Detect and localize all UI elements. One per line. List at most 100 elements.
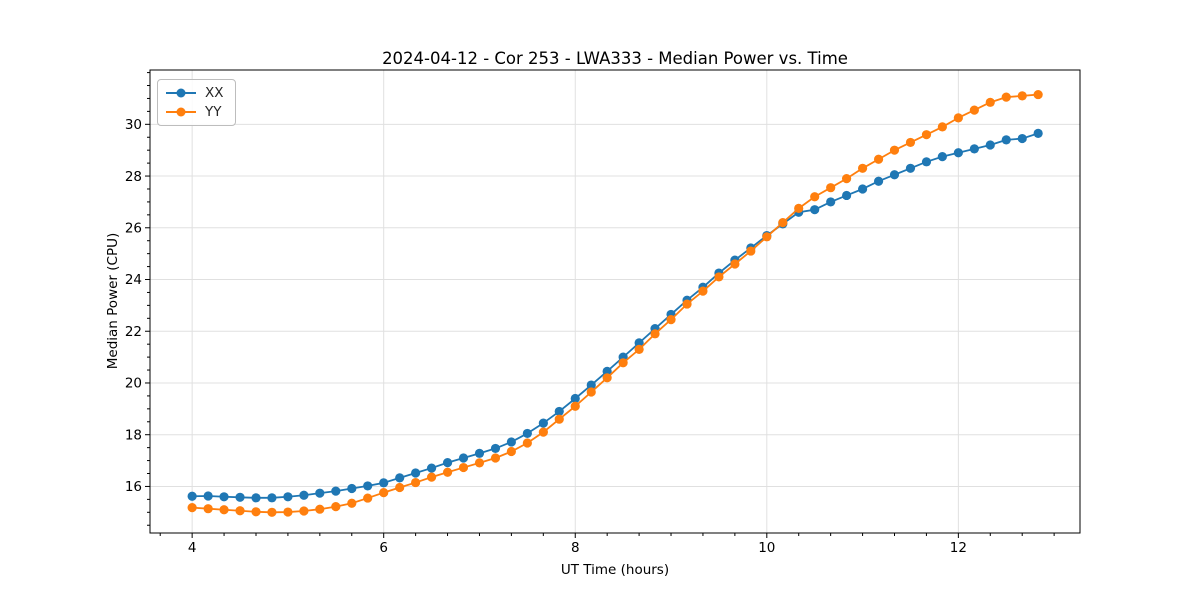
- series-YY-marker: [826, 183, 836, 193]
- series-YY-marker: [426, 472, 437, 482]
- series-YY-marker: [283, 507, 293, 517]
- y-tick-label: 18: [125, 427, 142, 443]
- series-YY-marker: [937, 122, 947, 132]
- series-YY-marker: [570, 401, 580, 411]
- series-YY-marker: [602, 373, 612, 383]
- series-YY-marker: [506, 446, 516, 457]
- series-YY-marker: [490, 453, 501, 463]
- series-YY-marker: [586, 387, 596, 397]
- series-YY-marker: [187, 503, 197, 513]
- series-XX-marker: [490, 443, 501, 454]
- series-YY-marker: [299, 506, 309, 516]
- series-YY-marker: [762, 232, 772, 242]
- series-XX-marker: [554, 406, 564, 417]
- series-XX-marker: [522, 428, 532, 439]
- series-YY-marker: [650, 329, 660, 339]
- series-YY-marker: [682, 299, 692, 309]
- series-XX-marker: [905, 163, 916, 173]
- series-YY-marker: [873, 154, 884, 164]
- series-YY-marker: [746, 246, 756, 256]
- series-XX-marker: [921, 157, 932, 167]
- legend-swatch-icon: [166, 88, 196, 98]
- series-YY-marker: [331, 502, 341, 512]
- series-YY-marker: [458, 462, 469, 473]
- series-XX-marker: [985, 140, 995, 150]
- x-tick-label: 12: [950, 540, 967, 556]
- series-XX-marker: [1033, 128, 1043, 138]
- legend-entry-YY: YY: [166, 104, 224, 120]
- series-XX-marker: [810, 205, 820, 215]
- series-YY-marker: [634, 344, 644, 354]
- legend-entry-XX: XX: [166, 85, 224, 101]
- series-YY-marker: [714, 272, 724, 282]
- x-tick-label: 4: [188, 540, 197, 556]
- y-tick-label: 24: [125, 272, 142, 288]
- series-XX-marker: [937, 152, 947, 162]
- series-YY-marker: [794, 203, 804, 213]
- series-YY-marker: [778, 218, 788, 228]
- series-XX-marker: [634, 338, 644, 348]
- series-YY-marker: [698, 286, 708, 296]
- series-XX-marker: [570, 393, 580, 404]
- series-YY-marker: [538, 427, 548, 437]
- series-YY-marker: [522, 438, 532, 448]
- series-XX-marker: [873, 176, 884, 186]
- series-XX-marker: [969, 144, 979, 154]
- series-YY-marker: [315, 504, 325, 514]
- series-XX-marker: [458, 453, 469, 463]
- series-YY-marker: [554, 414, 564, 424]
- series-YY-marker: [410, 477, 421, 488]
- series-YY-marker: [251, 507, 261, 517]
- series-XX-line: [192, 132, 1039, 499]
- series-YY-marker: [474, 458, 485, 468]
- series-XX-marker: [219, 492, 229, 502]
- series-XX-marker: [331, 486, 341, 496]
- series-XX-marker: [410, 468, 421, 478]
- series-YY-marker: [442, 467, 453, 477]
- series-YY-line: [192, 93, 1039, 514]
- series-YY-marker: [810, 192, 820, 202]
- series-XX-marker: [841, 190, 852, 201]
- series-YY-marker: [857, 163, 868, 173]
- series-YY-marker: [1017, 91, 1027, 101]
- series-YY-marker: [379, 488, 389, 498]
- plot-frame: [149, 69, 1081, 534]
- series-YY-marker: [395, 482, 405, 493]
- y-tick-label: 30: [125, 117, 142, 133]
- series-XX-marker: [299, 490, 309, 500]
- series-XX-marker: [283, 492, 293, 502]
- series-XX-marker: [379, 478, 389, 488]
- x-tick-label: 8: [571, 540, 580, 556]
- series-YY-marker: [841, 174, 852, 184]
- legend-box: XX YY: [157, 79, 236, 126]
- series-YY-marker: [953, 113, 963, 123]
- series-XX-marker: [203, 491, 213, 501]
- series-XX-marker: [315, 488, 325, 498]
- legend-label: XX: [205, 85, 224, 101]
- y-tick-label: 16: [125, 479, 142, 495]
- series-YY-marker: [347, 498, 357, 508]
- series-XX-marker: [953, 148, 963, 158]
- series-YY-marker: [203, 504, 213, 514]
- series-XX-marker: [251, 493, 261, 503]
- series-XX-marker: [442, 458, 453, 468]
- series-XX-marker: [586, 380, 596, 390]
- series-XX-marker: [474, 448, 485, 458]
- x-axis-label: UT Time (hours): [560, 562, 670, 578]
- series-XX-marker: [363, 481, 373, 491]
- chart-title: 2024-04-12 - Cor 253 - LWA333 - Median P…: [382, 49, 848, 68]
- series-YY-marker: [905, 137, 916, 148]
- series-YY-marker: [618, 358, 628, 368]
- series-XX-marker: [1017, 133, 1027, 144]
- series-YY-marker: [1033, 89, 1043, 100]
- y-axis-label: Median Power (CPU): [105, 232, 121, 370]
- series-XX-marker: [506, 437, 516, 447]
- series-XX-marker: [602, 366, 612, 376]
- series-XX-marker: [187, 491, 197, 501]
- series-XX-marker: [538, 418, 548, 428]
- series-YY-marker: [1001, 92, 1011, 102]
- series-XX-marker: [826, 197, 836, 207]
- series-YY-marker: [235, 506, 245, 516]
